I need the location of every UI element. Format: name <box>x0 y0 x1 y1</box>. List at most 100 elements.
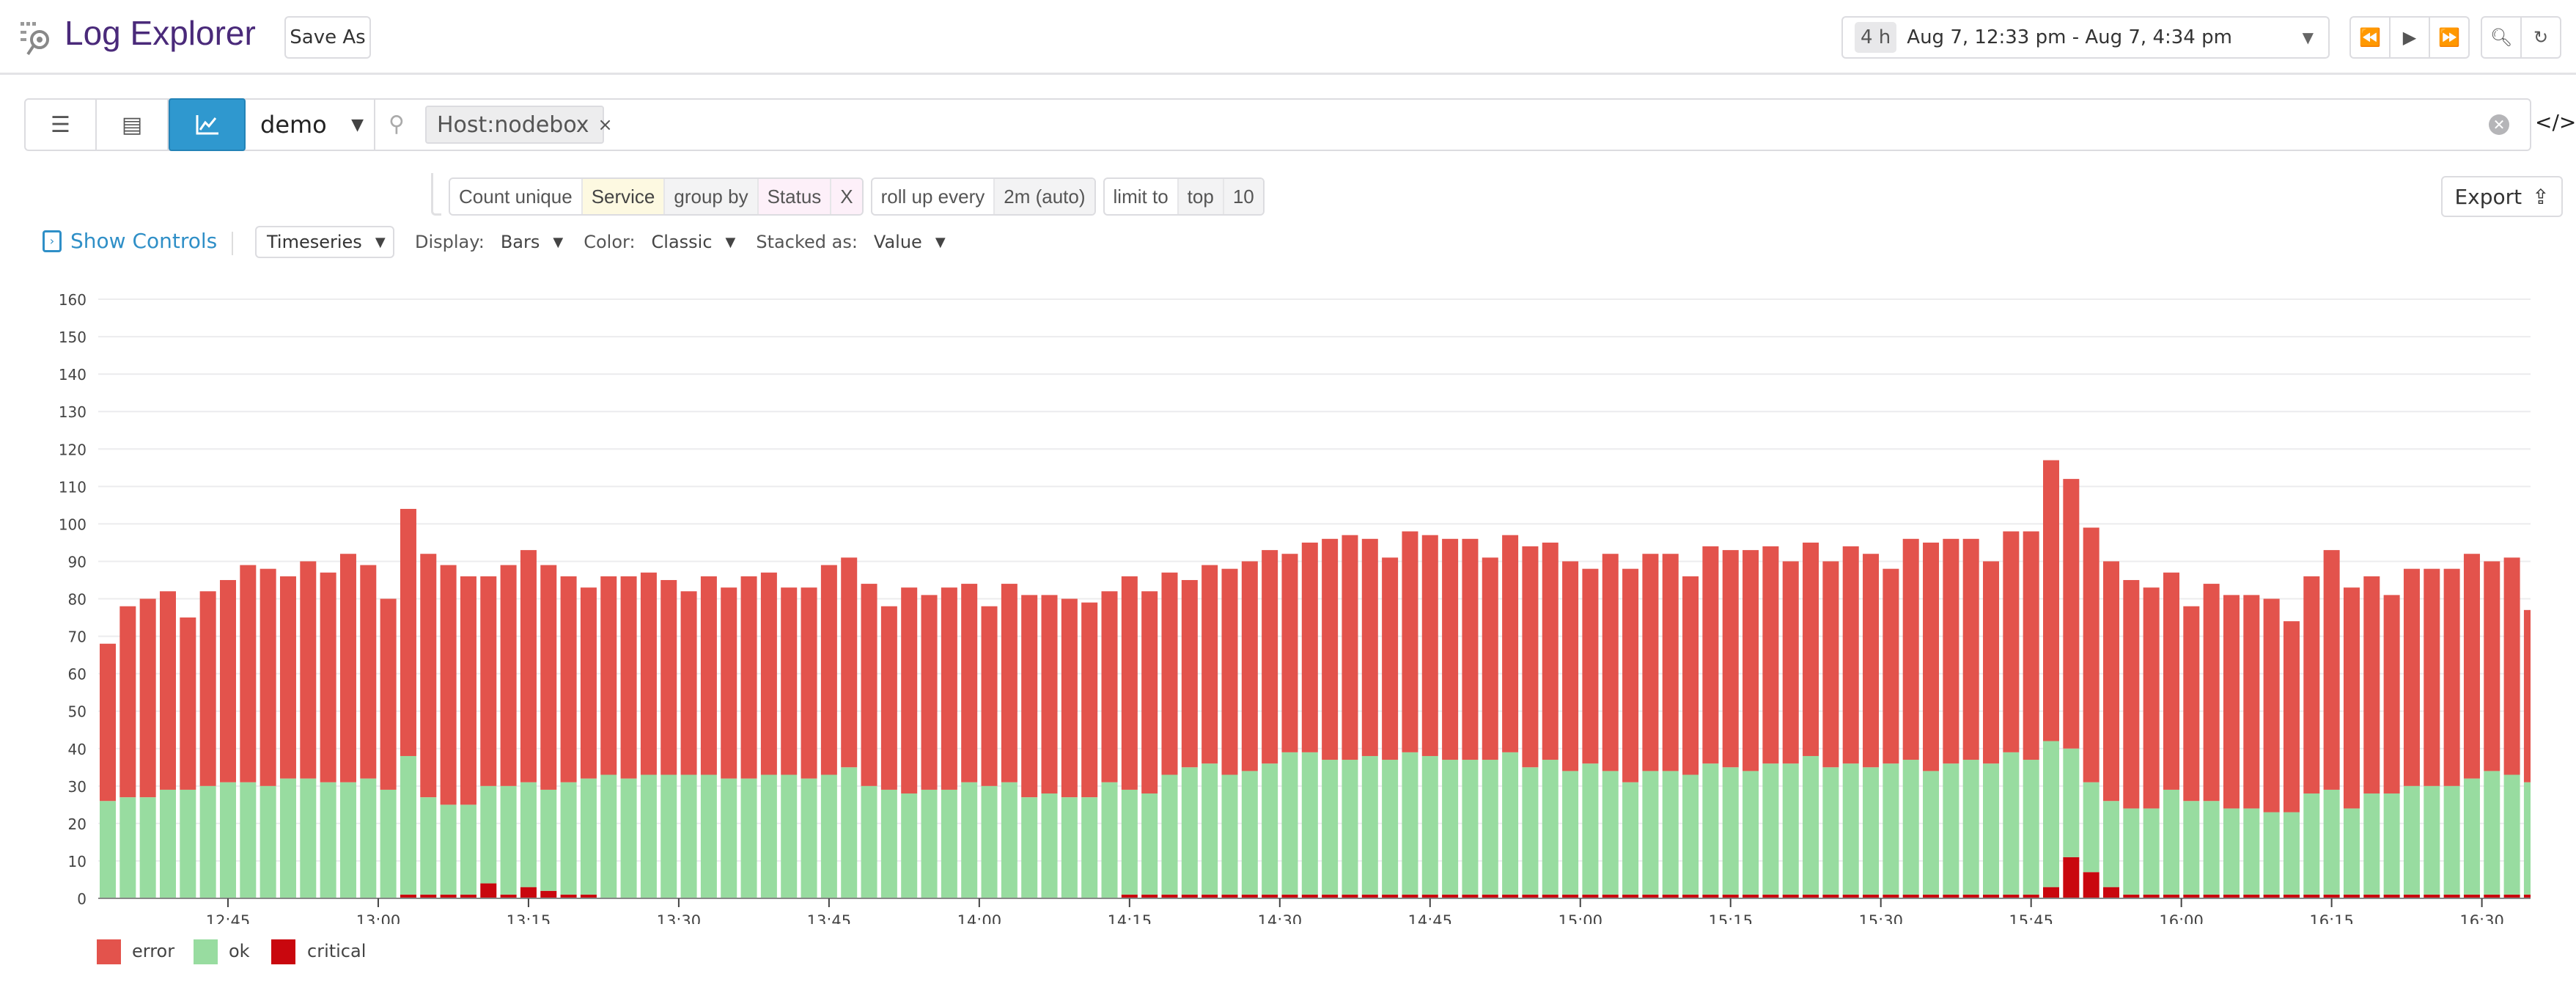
bar-ok[interactable] <box>2083 782 2100 873</box>
bar-error[interactable] <box>1502 535 1519 752</box>
bar-error[interactable] <box>2123 579 2140 809</box>
bar-ok[interactable] <box>1301 752 1318 895</box>
bar-ok[interactable] <box>1462 760 1479 895</box>
bar-critical[interactable] <box>1421 894 1438 898</box>
bar-ok[interactable] <box>1442 760 1459 895</box>
bar-error[interactable] <box>400 508 416 756</box>
bar-critical[interactable] <box>2183 894 2200 898</box>
analytics-view-button[interactable] <box>169 98 246 151</box>
bar-ok[interactable] <box>480 785 497 884</box>
bar-error[interactable] <box>1662 554 1679 771</box>
bar-ok[interactable] <box>620 778 637 898</box>
bar-ok[interactable] <box>1702 763 1719 895</box>
bar-error[interactable] <box>1602 554 1619 771</box>
bar-critical[interactable] <box>1522 894 1539 898</box>
bar-ok[interactable] <box>1001 782 1017 898</box>
bar-ok[interactable] <box>1582 763 1599 895</box>
bar-ok[interactable] <box>420 797 437 895</box>
bar-ok[interactable] <box>1983 763 2000 895</box>
bar-ok[interactable] <box>1241 771 1258 895</box>
bar-ok[interactable] <box>1642 771 1659 895</box>
bar-critical[interactable] <box>2523 894 2540 898</box>
bar-ok[interactable] <box>1081 797 1098 898</box>
bar-critical[interactable] <box>1762 894 1779 898</box>
bar-error[interactable] <box>801 587 817 779</box>
bar-critical[interactable] <box>2023 894 2039 898</box>
bar-error[interactable] <box>460 576 476 805</box>
bar-ok[interactable] <box>520 782 537 887</box>
zoom-out-button[interactable]: 🔍︎ <box>2481 16 2522 59</box>
bar-error[interactable] <box>300 561 317 779</box>
bar-error[interactable] <box>320 572 336 782</box>
bar-ok[interactable] <box>2403 785 2420 895</box>
chip-remove-icon[interactable]: × <box>597 114 613 135</box>
bar-error[interactable] <box>1141 591 1158 794</box>
bar-critical[interactable] <box>1702 894 1719 898</box>
bar-ok[interactable] <box>2183 801 2200 895</box>
bar-ok[interactable] <box>1141 793 1158 895</box>
bar-critical[interactable] <box>1962 894 1979 898</box>
bar-error[interactable] <box>1101 591 1118 782</box>
bar-ok[interactable] <box>500 785 517 895</box>
bar-critical[interactable] <box>1923 894 1940 898</box>
bar-error[interactable] <box>1962 538 1979 760</box>
bar-error[interactable] <box>1803 542 1819 756</box>
bar-error[interactable] <box>1201 565 1218 764</box>
bar-error[interactable] <box>1382 557 1399 760</box>
bar-ok[interactable] <box>1482 760 1498 895</box>
bar-error[interactable] <box>1001 584 1017 782</box>
bar-critical[interactable] <box>1361 894 1378 898</box>
bar-ok[interactable] <box>1342 760 1358 895</box>
bar-critical[interactable] <box>2403 894 2420 898</box>
bar-ok[interactable] <box>961 782 978 898</box>
bar-critical[interactable] <box>1983 894 2000 898</box>
bar-critical[interactable] <box>2263 894 2280 898</box>
limit-count-input[interactable]: 10 <box>1223 179 1263 214</box>
bar-error[interactable] <box>180 617 196 790</box>
bar-critical[interactable] <box>1682 894 1699 898</box>
bar-critical[interactable] <box>1562 894 1579 898</box>
bar-error[interactable] <box>2443 568 2460 786</box>
bar-ok[interactable] <box>1943 763 1959 895</box>
bar-error[interactable] <box>1702 546 1719 764</box>
bar-ok[interactable] <box>560 782 577 895</box>
bar-error[interactable] <box>2003 531 2020 752</box>
bar-ok[interactable] <box>1382 760 1399 895</box>
bar-critical[interactable] <box>1462 894 1479 898</box>
stacked-as-dropdown[interactable]: Stacked as: Value ▼ <box>756 232 945 252</box>
bar-ok[interactable] <box>199 785 216 898</box>
bar-ok[interactable] <box>1161 774 1178 895</box>
bar-ok[interactable] <box>2103 801 2119 887</box>
bar-ok[interactable] <box>2143 808 2160 895</box>
bar-ok[interactable] <box>400 755 416 895</box>
bar-error[interactable] <box>199 591 216 786</box>
bar-ok[interactable] <box>1682 774 1699 895</box>
bar-ok[interactable] <box>1782 763 1799 895</box>
bar-error[interactable] <box>1081 602 1098 798</box>
bar-error[interactable] <box>560 576 577 782</box>
bar-critical[interactable] <box>2484 894 2500 898</box>
bar-ok[interactable] <box>1181 767 1198 895</box>
bar-critical[interactable] <box>440 894 457 898</box>
bar-error[interactable] <box>1902 538 1919 760</box>
bar-ok[interactable] <box>2123 808 2140 895</box>
bar-error[interactable] <box>420 554 437 798</box>
bar-ok[interactable] <box>1101 782 1118 898</box>
bar-error[interactable] <box>2243 595 2260 809</box>
bar-error[interactable] <box>2263 598 2280 813</box>
bar-ok[interactable] <box>320 782 336 898</box>
bar-critical[interactable] <box>460 894 476 898</box>
bar-ok[interactable] <box>2343 808 2360 895</box>
bar-error[interactable] <box>841 557 858 768</box>
bar-ok[interactable] <box>2503 774 2520 895</box>
bar-critical[interactable] <box>1602 894 1619 898</box>
bar-error[interactable] <box>1061 598 1078 798</box>
bar-error[interactable] <box>139 598 156 798</box>
bar-error[interactable] <box>1241 561 1258 771</box>
bar-ok[interactable] <box>1662 771 1679 895</box>
legend-label-ok[interactable]: ok <box>229 941 250 961</box>
bar-ok[interactable] <box>1622 782 1639 895</box>
bar-critical[interactable] <box>2223 894 2240 898</box>
bar-critical[interactable] <box>2443 894 2460 898</box>
bar-error[interactable] <box>2463 554 2480 779</box>
